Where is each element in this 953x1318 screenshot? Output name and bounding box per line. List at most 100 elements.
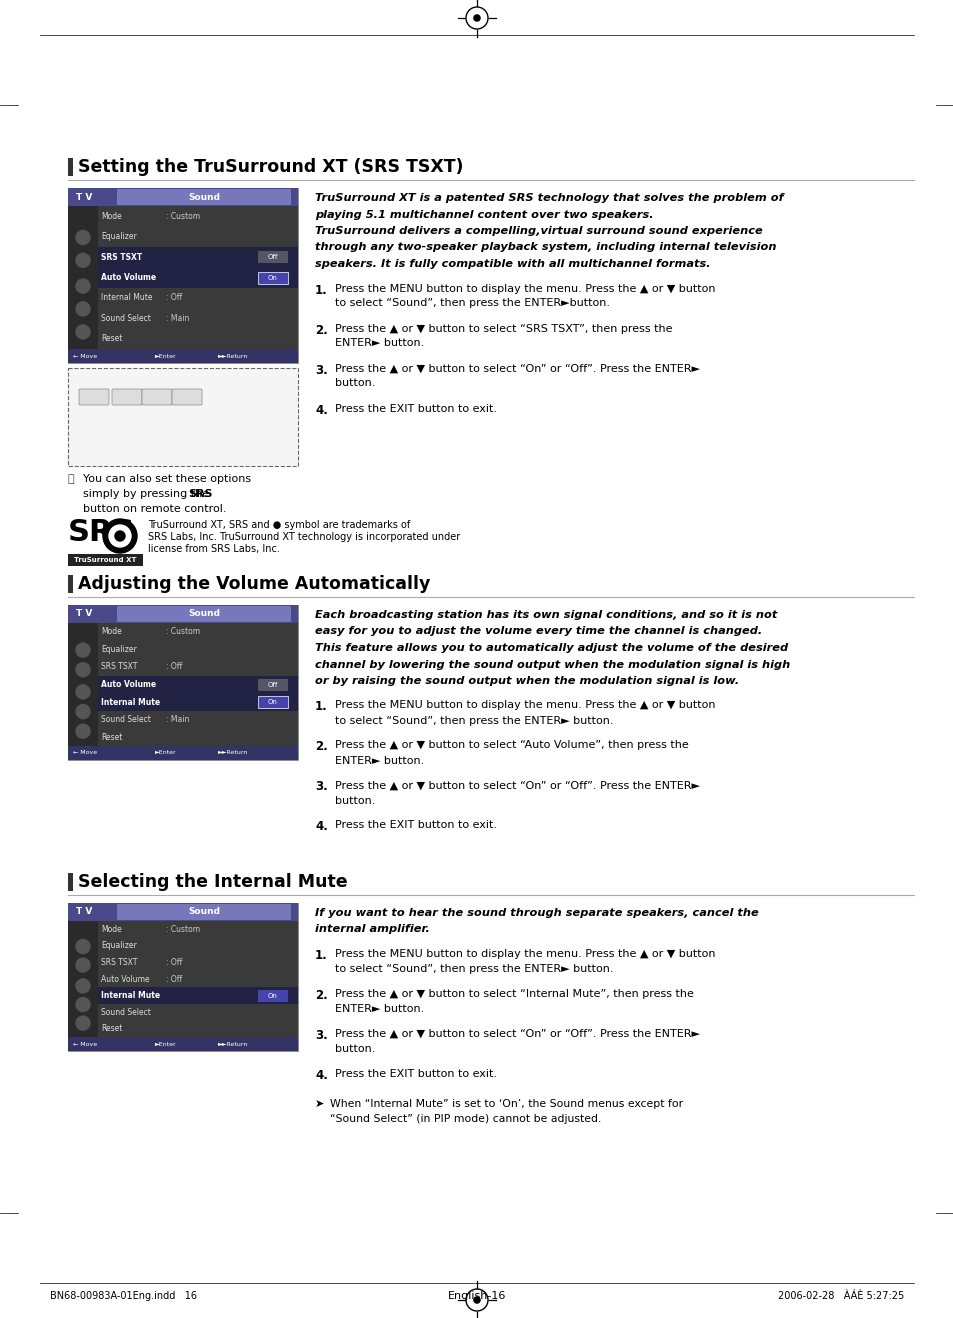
Text: 2.: 2. — [314, 323, 328, 336]
Text: Internal Mute: Internal Mute — [101, 991, 160, 1000]
Text: 3.: 3. — [314, 780, 328, 793]
Text: Press the ▲ or ▼ button to select “On” or “Off”. Press the ENTER►: Press the ▲ or ▼ button to select “On” o… — [335, 364, 700, 373]
Text: ⬛: ⬛ — [68, 474, 74, 484]
Text: ➤: ➤ — [314, 1099, 324, 1108]
Text: button.: button. — [335, 378, 375, 389]
Text: Sound Select: Sound Select — [101, 314, 151, 323]
Text: SRS TSXT: SRS TSXT — [101, 663, 137, 671]
Bar — [68, 903, 98, 1050]
Text: 4.: 4. — [314, 1069, 328, 1082]
Text: to select “Sound”, then press the ENTER► button.: to select “Sound”, then press the ENTER►… — [335, 963, 613, 974]
Text: ← Move: ← Move — [73, 1041, 97, 1046]
Text: English-16: English-16 — [447, 1292, 506, 1301]
Circle shape — [76, 958, 90, 973]
Text: : Off: : Off — [166, 974, 182, 983]
Text: ►►Return: ►►Return — [217, 1041, 248, 1046]
Circle shape — [76, 979, 90, 992]
Bar — [98, 268, 297, 287]
Text: Setting the TruSurround XT (SRS TSXT): Setting the TruSurround XT (SRS TSXT) — [78, 158, 463, 177]
Text: Mode: Mode — [101, 212, 122, 220]
Text: : Main: : Main — [166, 716, 190, 724]
Text: Auto Volume: Auto Volume — [101, 273, 156, 282]
Circle shape — [76, 231, 90, 244]
Bar — [68, 349, 297, 362]
Text: Sound: Sound — [188, 908, 220, 916]
Text: SRS TSXT: SRS TSXT — [101, 958, 137, 967]
Text: ►Enter: ►Enter — [155, 750, 177, 755]
Text: Internal Mute: Internal Mute — [101, 294, 152, 302]
Circle shape — [76, 705, 90, 718]
Text: Press the ▲ or ▼ button to select “On” or “Off”. Press the ENTER►: Press the ▲ or ▼ button to select “On” o… — [335, 1029, 700, 1039]
Text: button.: button. — [335, 1044, 375, 1054]
Text: “Sound Select” (in PIP mode) cannot be adjusted.: “Sound Select” (in PIP mode) cannot be a… — [330, 1114, 600, 1124]
Text: If you want to hear the sound through separate speakers, cancel the: If you want to hear the sound through se… — [314, 908, 758, 919]
Text: Reset: Reset — [101, 733, 122, 742]
Bar — [68, 605, 297, 623]
Text: Press the EXIT button to exit.: Press the EXIT button to exit. — [335, 821, 497, 830]
Bar — [68, 158, 73, 177]
Text: Press the MENU button to display the menu. Press the ▲ or ▼ button: Press the MENU button to display the men… — [335, 283, 715, 294]
Text: 4.: 4. — [314, 403, 328, 416]
Text: SRS Labs, Inc. TruSurround XT technology is incorporated under: SRS Labs, Inc. TruSurround XT technology… — [148, 532, 459, 542]
Text: Press the MENU button to display the menu. Press the ▲ or ▼ button: Press the MENU button to display the men… — [335, 949, 715, 960]
Text: T V: T V — [76, 609, 92, 618]
Bar — [98, 987, 297, 1004]
Bar — [68, 575, 73, 593]
Text: Equalizer: Equalizer — [101, 941, 136, 950]
Text: 2.: 2. — [314, 741, 328, 754]
Text: Reset: Reset — [101, 335, 122, 343]
Text: Press the EXIT button to exit.: Press the EXIT button to exit. — [335, 1069, 497, 1079]
Text: Equalizer: Equalizer — [101, 232, 136, 241]
Text: Press the ▲ or ▼ button to select “SRS TSXT”, then press the: Press the ▲ or ▼ button to select “SRS T… — [335, 323, 672, 333]
Text: Sound: Sound — [188, 609, 220, 618]
Text: TruSurround XT is a patented SRS technology that solves the problem of: TruSurround XT is a patented SRS technol… — [314, 192, 782, 203]
Bar — [68, 605, 98, 760]
Text: SRS: SRS — [145, 428, 161, 438]
Text: to select “Sound”, then press the ENTER► button.: to select “Sound”, then press the ENTER►… — [335, 716, 613, 725]
Circle shape — [76, 685, 90, 699]
FancyBboxPatch shape — [172, 389, 202, 405]
Text: ►►Return: ►►Return — [217, 353, 248, 358]
Text: Sound Select: Sound Select — [101, 716, 151, 724]
Text: SRS: SRS — [68, 518, 135, 547]
Circle shape — [76, 724, 90, 738]
Circle shape — [76, 324, 90, 339]
Circle shape — [76, 940, 90, 953]
Text: Selecting the Internal Mute: Selecting the Internal Mute — [78, 873, 347, 891]
Text: When “Internal Mute” is set to ‘On’, the Sound menus except for: When “Internal Mute” is set to ‘On’, the… — [330, 1099, 682, 1108]
Text: : Off: : Off — [166, 663, 182, 671]
Circle shape — [76, 663, 90, 676]
Text: license from SRS Labs, Inc.: license from SRS Labs, Inc. — [148, 544, 279, 554]
Circle shape — [76, 1016, 90, 1031]
Text: Reset: Reset — [101, 1024, 122, 1033]
Bar — [98, 246, 297, 268]
Circle shape — [76, 998, 90, 1011]
FancyBboxPatch shape — [257, 272, 288, 283]
Text: 3.: 3. — [314, 364, 328, 377]
Bar — [98, 693, 297, 710]
Text: : Custom: : Custom — [166, 925, 200, 933]
Text: Press the ▲ or ▼ button to select “Auto Volume”, then press the: Press the ▲ or ▼ button to select “Auto … — [335, 741, 688, 750]
Text: T V: T V — [76, 908, 92, 916]
Text: Off: Off — [268, 254, 278, 260]
FancyBboxPatch shape — [257, 679, 288, 691]
Text: Press the ▲ or ▼ button to select “On” or “Off”. Press the ENTER►: Press the ▲ or ▼ button to select “On” o… — [335, 780, 700, 791]
Circle shape — [76, 279, 90, 293]
Text: 1.: 1. — [314, 949, 328, 962]
Text: Press the EXIT button to exit.: Press the EXIT button to exit. — [335, 403, 497, 414]
Bar — [68, 903, 297, 1050]
Text: playing 5.1 multichannel content over two speakers.: playing 5.1 multichannel content over tw… — [314, 210, 653, 220]
Text: ← Move: ← Move — [73, 750, 97, 755]
Bar — [98, 676, 297, 693]
Text: : Off: : Off — [166, 294, 182, 302]
Text: internal amplifier.: internal amplifier. — [314, 924, 430, 934]
Text: P.MODE   S.MODE   STILL   P.SIZE: P.MODE S.MODE STILL P.SIZE — [132, 380, 233, 385]
Text: : Off: : Off — [166, 958, 182, 967]
Text: Off: Off — [268, 681, 278, 688]
Text: ← Move: ← Move — [73, 353, 97, 358]
Text: On: On — [268, 274, 277, 281]
FancyBboxPatch shape — [257, 250, 288, 264]
Text: button on remote control.: button on remote control. — [83, 503, 226, 514]
Text: Press the ▲ or ▼ button to select “Internal Mute”, then press the: Press the ▲ or ▼ button to select “Inter… — [335, 988, 693, 999]
Text: 4.: 4. — [314, 821, 328, 833]
